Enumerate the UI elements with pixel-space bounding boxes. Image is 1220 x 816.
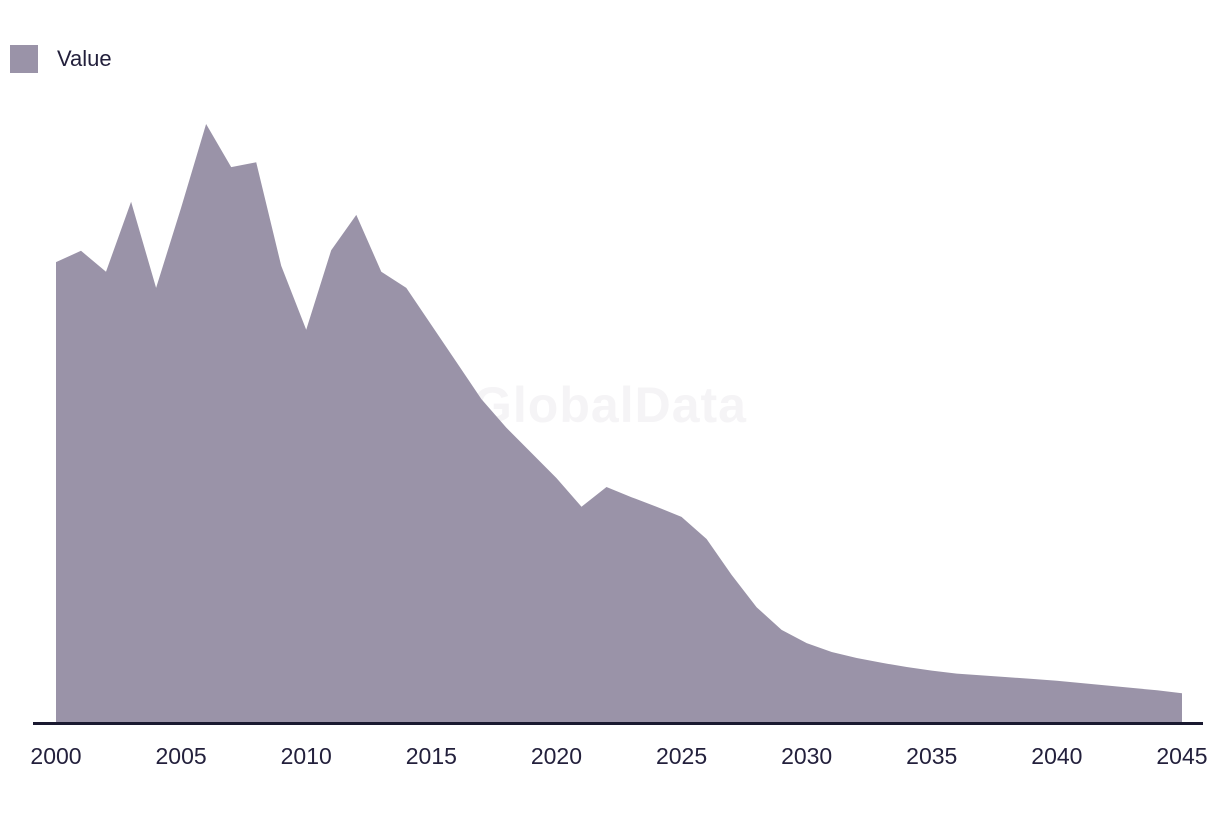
legend-swatch-value[interactable] [10,45,38,73]
legend[interactable]: Value [10,45,112,73]
legend-label-value: Value [57,46,112,71]
globaldata-watermark: GlobalData [473,377,747,433]
area-series-value[interactable] [56,124,1182,722]
